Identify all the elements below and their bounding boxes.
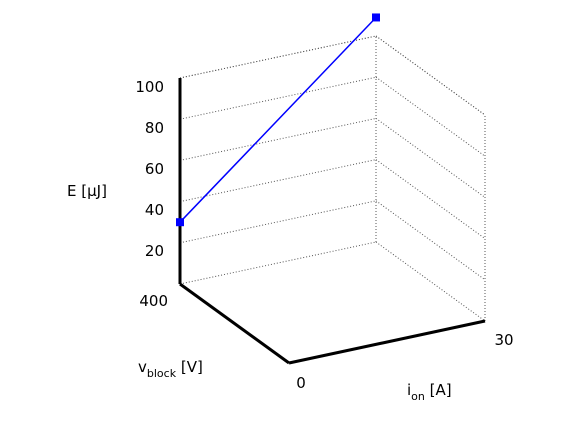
x-tick-label: 30: [494, 331, 513, 349]
grid-line: [375, 200, 486, 281]
grid-line: [375, 117, 486, 198]
z-axis-label: E [µJ]: [67, 182, 107, 200]
z-tick-label: 60: [145, 160, 164, 178]
z-tick-label: 20: [145, 242, 164, 260]
grid: [179, 35, 486, 322]
grid-edge: [179, 35, 377, 79]
grid-line: [179, 200, 377, 244]
data-point: [176, 218, 184, 227]
x-axis: [288, 319, 486, 365]
axis-labels: E [µJ] vblock [V] ion [A]: [67, 182, 452, 403]
x-axis-label-unit: [A]: [425, 381, 452, 399]
y-tick-label: 0: [296, 374, 306, 392]
data-point: [372, 13, 380, 22]
grid-line: [375, 159, 486, 240]
y-axis: [179, 282, 290, 365]
grid-line: [375, 241, 486, 322]
grid-line: [179, 76, 377, 120]
y-axis-label-main: v: [138, 358, 147, 376]
z-tick-label: 40: [145, 201, 164, 219]
y-axis-label-sub: block: [147, 367, 177, 380]
x-axis-label-main: i: [407, 381, 411, 399]
y-tick-label: 400: [139, 292, 168, 310]
y-axis-label: vblock [V]: [138, 358, 203, 380]
x-axis-label-sub: on: [411, 390, 425, 403]
z-tick-label: 100: [135, 78, 164, 96]
x-axis-label: ion [A]: [407, 381, 452, 403]
axes: [178, 78, 486, 365]
grid-line: [179, 241, 377, 285]
tick-labels: 20 40 60 80 100 400 0 30: [135, 78, 513, 392]
grid-edge: [375, 35, 486, 116]
y-axis-label-unit: [V]: [176, 358, 203, 376]
grid-line: [375, 76, 486, 157]
series: [176, 13, 380, 227]
grid-line: [179, 159, 377, 203]
grid-line: [179, 117, 377, 161]
series-line: [179, 16, 377, 223]
z-tick-label: 80: [145, 119, 164, 137]
